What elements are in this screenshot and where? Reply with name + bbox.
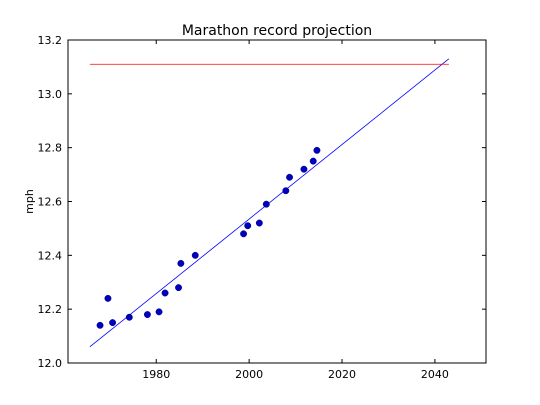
y-tick-label: 12.6 [38,196,63,209]
series-points [96,146,321,329]
data-point [175,284,182,292]
y-tick-label: 13.0 [38,88,63,101]
y-tick-label: 12.8 [38,142,63,155]
x-tick-label: 2000 [235,368,263,381]
y-tick-label: 12.2 [38,303,63,316]
data-point [313,146,321,154]
data-point [109,319,117,327]
data-point [282,187,290,195]
plot-area [67,39,487,364]
data-point [255,219,263,227]
data-point [286,173,293,181]
x-tick-label: 2020 [328,368,356,381]
data-point [191,251,199,259]
x-tick-label: 2040 [421,368,449,381]
x-tick-label: 1980 [142,368,170,381]
y-axis-label: mph [23,189,36,214]
data-point [155,308,163,316]
y-tick-label: 12.0 [38,357,63,370]
data-point [96,321,104,329]
chart-title: Marathon record projection [182,23,372,39]
data-point [309,157,317,165]
data-point [125,313,133,321]
y-tick-label: 12.4 [38,249,63,262]
data-point [262,200,270,208]
data-point [177,259,185,267]
y-tick-label: 13.2 [38,34,63,47]
data-point [161,289,169,297]
data-point [240,230,248,238]
data-point [143,311,151,318]
data-point [104,294,112,302]
axis-ticks: 1980 2000 2020 2040 12.0 12.2 12.4 12.6 12.8 13.0… [38,34,486,381]
data-point [300,165,308,173]
data-point [244,222,252,230]
